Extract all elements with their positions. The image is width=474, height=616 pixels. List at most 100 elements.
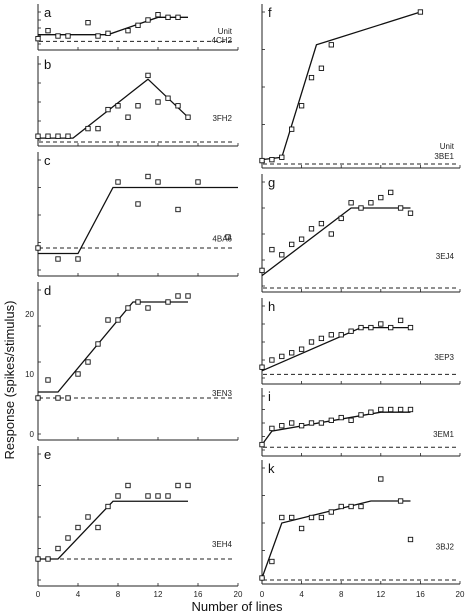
panel-letter: a	[44, 5, 52, 20]
data-point	[85, 514, 91, 520]
panel-e: e 3EH4	[35, 446, 239, 587]
data-point	[45, 133, 51, 139]
data-point	[55, 395, 61, 401]
data-point	[165, 95, 171, 101]
fit-line	[38, 16, 188, 36]
data-point	[259, 364, 265, 370]
data-point	[368, 200, 374, 206]
data-point	[95, 524, 101, 531]
x-tick-label: 4	[299, 590, 304, 599]
data-point	[378, 476, 384, 482]
data-point	[318, 420, 325, 426]
data-point	[259, 441, 265, 448]
data-point	[45, 377, 51, 383]
data-point	[55, 256, 61, 262]
data-point	[289, 350, 295, 356]
data-point	[388, 189, 394, 196]
data-point	[259, 267, 265, 274]
data-point	[358, 412, 364, 418]
data-point	[318, 220, 325, 227]
data-point	[289, 241, 295, 248]
data-point	[35, 395, 41, 401]
data-point	[165, 493, 171, 499]
data-point	[115, 179, 121, 185]
x-tick-label: 12	[376, 590, 385, 599]
panel-letter: f	[268, 5, 272, 20]
data-point	[55, 33, 61, 39]
data-point	[308, 420, 315, 426]
fit-line	[261, 326, 411, 372]
data-point	[115, 317, 121, 323]
unit-label: 3BE1	[434, 152, 454, 161]
panel-letter: g	[268, 175, 275, 190]
data-point	[175, 293, 181, 299]
unit-label: 3EM1	[433, 430, 454, 439]
fit-line	[261, 411, 411, 445]
panel-letter: e	[44, 447, 51, 462]
unit-word: Unit	[218, 27, 233, 36]
fit-line	[38, 301, 188, 393]
data-point	[95, 341, 101, 347]
x-tick-label: 0	[260, 590, 265, 599]
unit-word: Unit	[440, 142, 455, 151]
data-point	[348, 503, 354, 510]
data-point	[338, 215, 344, 222]
data-point	[75, 524, 81, 531]
data-point	[368, 409, 374, 415]
panel-k: k 3BJ2	[259, 460, 461, 585]
data-point	[45, 556, 51, 562]
data-point	[65, 33, 71, 39]
panel-d: d 3EN3	[35, 282, 239, 441]
unit-label: 3EN3	[212, 389, 233, 398]
data-point	[269, 357, 275, 363]
data-point	[358, 324, 364, 331]
data-point	[378, 321, 384, 327]
fit-line	[38, 78, 189, 139]
data-point	[279, 423, 285, 429]
data-point	[388, 406, 394, 413]
panel-g: g 3EJ4	[259, 174, 461, 293]
data-point	[298, 103, 305, 109]
unit-label: 3EH4	[212, 540, 233, 549]
x-tick-label: 20	[456, 590, 465, 599]
data-point	[318, 65, 325, 71]
data-point	[269, 558, 275, 565]
data-point	[35, 36, 41, 42]
data-point	[259, 157, 265, 164]
data-point	[165, 14, 171, 20]
x-axis-title: Number of lines	[191, 599, 283, 614]
data-point	[145, 493, 151, 499]
y-axis-title: Response (spikes/stimulus)	[2, 301, 17, 460]
data-point	[145, 72, 151, 79]
data-point	[175, 482, 181, 489]
data-point	[125, 482, 131, 489]
data-point	[397, 406, 404, 413]
x-tick-label: 16	[194, 590, 203, 599]
data-point	[125, 114, 131, 120]
data-point	[378, 406, 384, 413]
data-point	[105, 106, 111, 113]
data-point	[338, 503, 344, 510]
data-point	[75, 256, 81, 262]
data-point	[279, 514, 285, 521]
data-point	[115, 493, 121, 499]
data-point	[155, 179, 161, 185]
data-point	[298, 423, 305, 429]
data-point	[388, 324, 394, 331]
data-point	[407, 324, 414, 331]
data-point	[348, 328, 354, 334]
data-point	[165, 299, 171, 305]
fit-line	[261, 207, 411, 277]
data-point	[279, 154, 285, 160]
data-point	[155, 12, 161, 18]
panel-letter: c	[44, 153, 51, 168]
data-point	[155, 493, 161, 499]
data-point	[195, 179, 201, 185]
data-point	[407, 536, 414, 543]
y-tick-label: 20	[25, 310, 34, 319]
data-point	[318, 335, 325, 342]
panels-group: aUnit4CH2b3FH2c4BA6d3EN3e3EH4fUnit3BE1g3…	[25, 4, 461, 587]
data-point	[308, 74, 315, 81]
data-point	[269, 157, 275, 163]
x-tick-label: 4	[76, 590, 81, 599]
